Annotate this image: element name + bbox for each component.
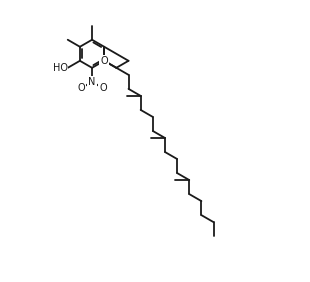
Text: O: O [77, 83, 85, 93]
Text: O: O [99, 83, 107, 93]
Text: N: N [88, 77, 96, 87]
Text: O: O [100, 56, 108, 66]
Text: HO: HO [53, 63, 68, 73]
